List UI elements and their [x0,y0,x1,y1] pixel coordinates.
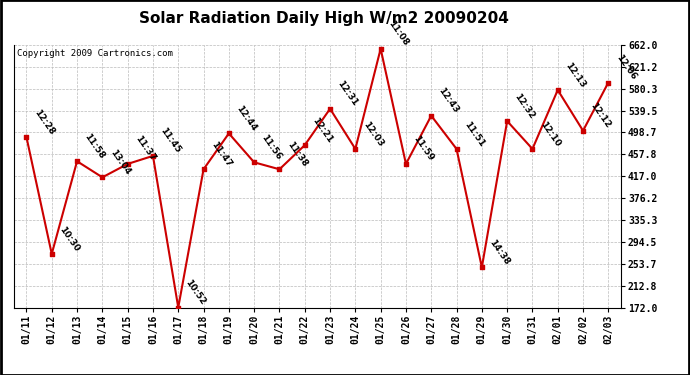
Text: Solar Radiation Daily High W/m2 20090204: Solar Radiation Daily High W/m2 20090204 [139,11,509,26]
Point [502,118,513,124]
Point [224,130,235,136]
Point [552,87,563,93]
Text: 13:04: 13:04 [108,148,132,177]
Point [426,113,437,119]
Point [122,161,133,167]
Text: 12:43: 12:43 [437,86,461,115]
Text: 11:56: 11:56 [259,133,284,162]
Point [299,142,310,148]
Text: 11:47: 11:47 [209,140,233,168]
Point [72,158,83,164]
Point [451,146,462,152]
Text: 11:59: 11:59 [411,135,435,163]
Text: 11:37: 11:37 [133,135,157,163]
Text: 14:38: 14:38 [487,238,511,267]
Text: 11:58: 11:58 [83,132,106,160]
Point [198,166,209,172]
Text: 12:06: 12:06 [614,53,638,82]
Point [324,106,335,112]
Text: 12:10: 12:10 [538,120,562,148]
Text: 12:31: 12:31 [335,80,359,108]
Text: 11:38: 11:38 [285,140,309,168]
Point [476,264,487,270]
Text: 12:44: 12:44 [235,104,258,133]
Point [350,146,361,152]
Text: Copyright 2009 Cartronics.com: Copyright 2009 Cartronics.com [17,49,172,58]
Point [248,159,259,165]
Point [578,128,589,134]
Text: 12:21: 12:21 [310,116,334,144]
Point [400,161,411,167]
Point [172,304,184,310]
Text: 11:45: 11:45 [159,126,182,155]
Text: 12:32: 12:32 [513,92,537,120]
Point [148,153,159,159]
Text: 12:13: 12:13 [563,61,587,89]
Text: 11:08: 11:08 [386,20,410,48]
Point [21,134,32,140]
Text: 10:52: 10:52 [184,278,208,307]
Text: 12:03: 12:03 [361,120,384,148]
Point [97,174,108,180]
Point [46,251,57,257]
Point [274,166,285,172]
Point [527,146,538,152]
Point [603,80,614,86]
Text: 12:28: 12:28 [32,108,56,136]
Point [375,46,386,52]
Text: 11:51: 11:51 [462,120,486,148]
Text: 10:30: 10:30 [57,225,81,253]
Text: 12:12: 12:12 [589,101,613,130]
